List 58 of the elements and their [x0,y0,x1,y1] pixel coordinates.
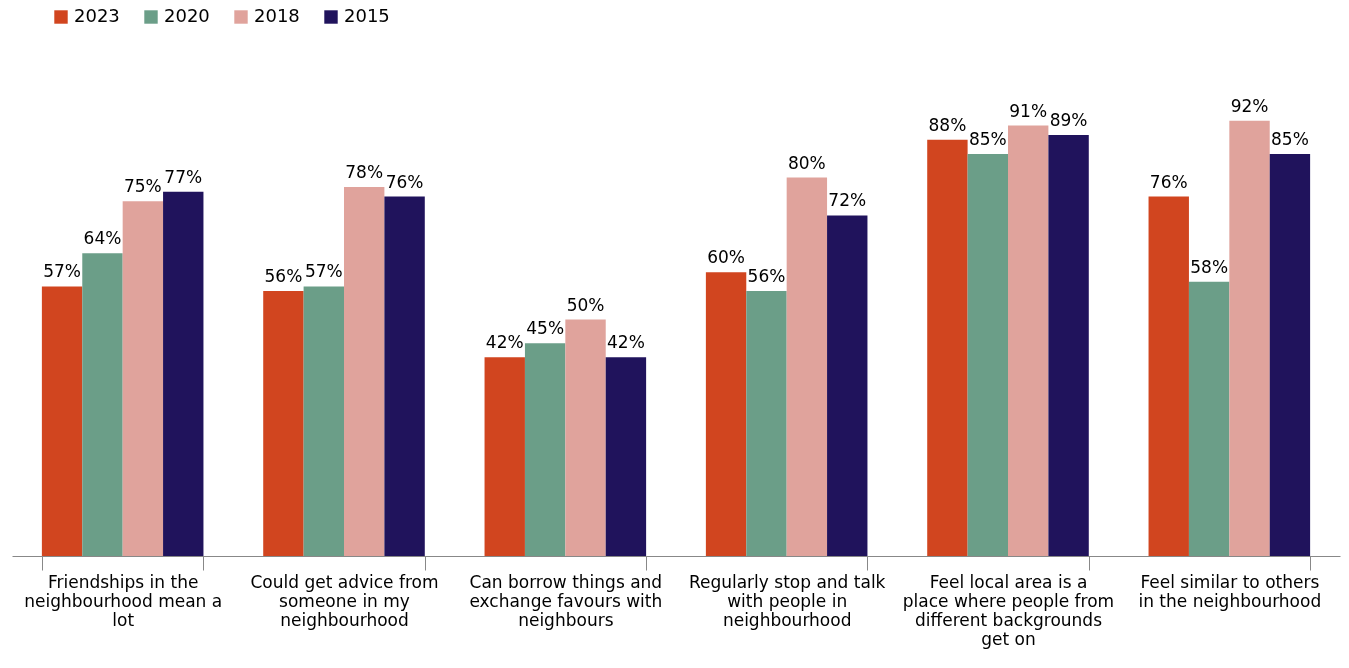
bar [827,215,868,556]
legend-label: 2023 [74,5,120,26]
bar [263,291,304,556]
bar [524,343,566,556]
data-label: 57% [43,261,81,282]
data-label: 78% [345,162,384,183]
data-label: 88% [928,114,967,135]
bar [605,357,647,556]
x-tick-label: Friendships in the neighbourhood mean a lot [24,571,223,630]
x-tick-label: Could get advice from someone in my neighbourhood [250,571,439,630]
bar [484,357,525,556]
data-label: 56% [264,266,303,287]
bar [927,139,968,556]
data-label: 80% [787,152,826,173]
bar [82,253,123,556]
data-label: 56% [747,266,786,287]
data-label: 75% [123,176,162,197]
data-label: 76% [385,171,424,192]
legend-label: 2020 [164,5,210,26]
bar [1229,120,1270,556]
data-label: 57% [304,261,343,282]
data-label: 42% [607,332,645,353]
data-label: 45% [526,318,565,339]
bar [384,196,425,556]
x-tick-label: Can borrow things and exchange favours with neighbours [469,571,663,630]
x-tick-label: Regularly stop and talk with people in neighbourhood [688,571,886,630]
data-label: 91% [1009,100,1048,121]
bar [565,319,606,556]
data-label: 58% [1190,256,1229,277]
data-label: 64% [83,228,122,249]
data-label: 50% [566,294,605,315]
data-label: 42% [485,332,524,353]
bar [746,291,787,556]
data-label: 92% [1230,95,1269,116]
bar [344,187,385,556]
legend-label: 2015 [344,5,390,26]
bar [1148,196,1189,556]
bar [1188,281,1230,556]
data-label: 76% [1149,171,1188,192]
x-tick-label: Feel similar to others in the neighbourhood [1138,571,1322,611]
bar [967,153,1008,556]
data-label: 60% [707,247,745,268]
bar [705,272,747,556]
bar [41,286,83,556]
bar [122,201,164,556]
data-label: 77% [164,166,203,187]
data-label: 85% [968,128,1007,149]
bar [1008,125,1049,556]
data-label: 89% [1049,110,1088,131]
data-label: 85% [1271,128,1309,149]
legend-label: 2018 [254,5,300,26]
bar [1048,135,1089,556]
x-tick-label: Feel local area is a place where people from different backgrounds get on [902,571,1115,649]
bar [303,286,344,556]
data-label: 72% [828,190,867,211]
bar [1269,153,1311,556]
bar [786,177,828,556]
bar [163,191,204,556]
